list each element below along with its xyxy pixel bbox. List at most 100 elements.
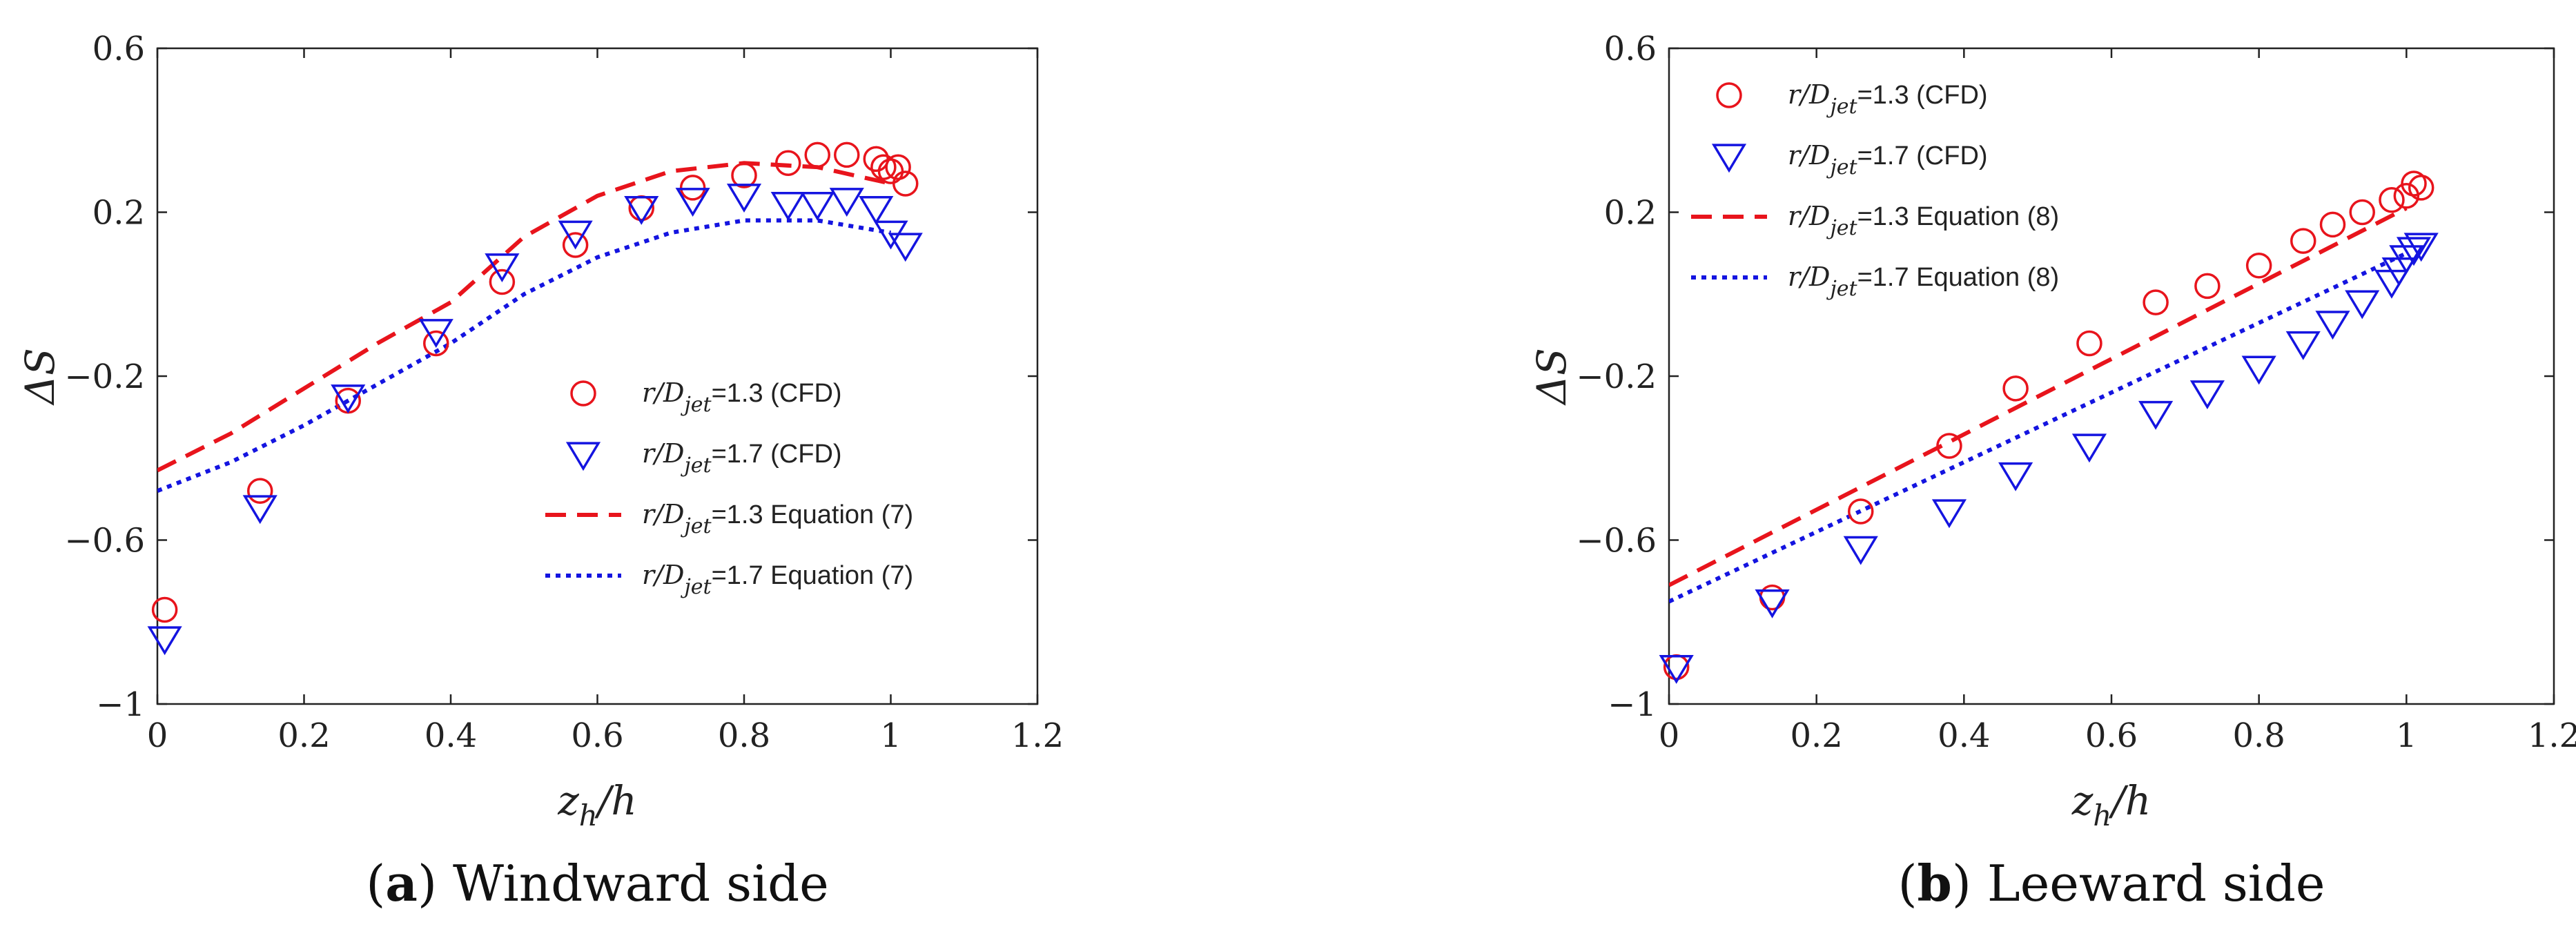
x-tick-label: 0.2: [277, 716, 330, 755]
y-tick-label: 0.6: [1604, 30, 1657, 68]
data-point-s1-9: [770, 192, 806, 221]
legend-label-pre: r/D: [642, 438, 684, 469]
data-point-s1-5: [558, 220, 593, 250]
legend-label-post: =1.3 Equation (8): [1857, 202, 2060, 231]
data-point-s0-10: [2319, 211, 2346, 238]
data-point-s0-10: [804, 141, 830, 168]
data-point-s1-6: [624, 195, 659, 225]
data-point-s1-15: [2396, 237, 2432, 266]
data-point-s1-0: [1659, 654, 1694, 684]
legend-label-sub: jet: [680, 453, 712, 478]
caption-letter: b: [1918, 854, 1952, 912]
x-tick-label: 0.6: [2085, 716, 2138, 755]
plot-area: [156, 47, 1039, 705]
data-point-s0-8: [731, 162, 757, 188]
legend-label-post: =1.7 Equation (7): [712, 561, 914, 590]
data-point-s1-7: [675, 188, 710, 217]
legend-label-post: =1.3 (CFD): [712, 379, 842, 408]
data-point-s1-9: [2285, 331, 2321, 360]
caption-open: (: [366, 854, 385, 912]
legend-label-sub: jet: [680, 575, 712, 599]
data-point-s1-6: [2138, 400, 2174, 430]
y-axis-label: ΔS: [1528, 348, 1575, 406]
legend-label-3: r/Djet=1.7 Equation (8): [1788, 262, 2059, 301]
y-tick-label: 0.6: [92, 30, 145, 68]
x-tick-label: 0.8: [2232, 716, 2285, 755]
data-point-s0-3: [423, 330, 449, 357]
x-tick-label: 1: [880, 716, 901, 755]
x-axis-label-main: z: [2071, 777, 2094, 824]
data-point-s1-2: [331, 384, 366, 413]
legend-label-sub: jet: [1826, 277, 1857, 301]
series-line-3: [157, 218, 891, 493]
panel-caption: (b) Leeward side: [1897, 854, 2325, 912]
caption-close: ): [418, 854, 453, 912]
data-point-s0-0: [151, 596, 178, 623]
data-point-s0-7: [679, 175, 706, 201]
legend-label-sub: jet: [1826, 155, 1857, 179]
data-point-s1-12: [2374, 269, 2410, 299]
data-point-s0-8: [2245, 252, 2272, 279]
data-point-s0-6: [2143, 289, 2169, 315]
data-point-s0-15: [2408, 175, 2434, 201]
data-point-s0-4: [489, 268, 516, 295]
x-axis-label-sub: h: [579, 799, 598, 832]
data-point-s1-3: [1931, 499, 1967, 529]
x-tick-label: 1.2: [1011, 716, 1064, 755]
legend-label-0: r/Djet=1.3 (CFD): [642, 378, 842, 417]
data-point-s1-5: [2071, 433, 2107, 463]
data-point-s1-11: [829, 188, 864, 217]
data-point-s1-4: [1998, 462, 2033, 491]
legend-marker-1: [1711, 144, 1747, 173]
x-tick-label: 0.4: [1938, 716, 1990, 755]
data-point-s0-11: [2349, 199, 2375, 226]
data-point-s0-3: [1936, 433, 1962, 459]
data-point-s1-11: [2345, 290, 2380, 320]
legend-label-pre: r/D: [1788, 262, 1830, 292]
data-point-s0-15: [885, 154, 911, 180]
legend-label-2: r/Djet=1.3 Equation (8): [1788, 201, 2059, 240]
data-point-s1-16: [2403, 233, 2439, 262]
data-point-s1-10: [2315, 311, 2350, 340]
y-tick-label: 0.2: [1604, 194, 1657, 233]
legend-label-1: r/Djet=1.7 (CFD): [642, 438, 842, 478]
data-point-s0-5: [2076, 330, 2102, 357]
y-tick-label: −0.2: [64, 358, 145, 396]
y-tick-label: −1: [1608, 685, 1657, 724]
caption-close: ): [1952, 854, 1987, 912]
data-point-s1-3: [418, 319, 453, 348]
data-point-s0-12: [2379, 186, 2405, 213]
series-line-3: [1669, 251, 2408, 604]
x-tick-label: 0.6: [571, 716, 623, 755]
y-tick-label: −0.6: [64, 522, 145, 560]
x-tick-label: 0.2: [1790, 716, 1842, 755]
data-point-s0-7: [2194, 273, 2221, 300]
data-point-s0-5: [562, 232, 589, 258]
x-tick-label: 1.2: [2528, 716, 2576, 755]
data-point-s0-4: [2002, 375, 2029, 402]
data-point-s0-16: [892, 170, 919, 197]
caption-text: Leeward side: [1987, 854, 2325, 912]
legend-label-2: r/Djet=1.3 Equation (7): [642, 499, 913, 538]
data-point-s0-13: [2393, 183, 2420, 209]
y-tick-label: −0.2: [1576, 358, 1657, 396]
data-point-s1-8: [726, 184, 762, 213]
data-point-s1-14: [888, 233, 923, 262]
x-tick-label: 0: [147, 716, 168, 755]
data-point-s0-9: [775, 150, 801, 176]
y-tick-label: −1: [96, 685, 145, 724]
legend-label-pre: r/D: [642, 499, 684, 529]
legend-marker-0: [1716, 82, 1742, 108]
data-point-s1-7: [2189, 380, 2225, 410]
x-axis-label-tail: /h: [594, 777, 637, 824]
data-point-s1-8: [2241, 355, 2276, 385]
caption-open: (: [1897, 854, 1917, 912]
series-line-2: [157, 161, 892, 473]
x-axis-label-sub: h: [2093, 799, 2111, 832]
data-point-s1-4: [485, 253, 520, 282]
caption-letter: a: [385, 854, 418, 912]
legend-label-pre: r/D: [1788, 201, 1830, 231]
data-point-s1-2: [1843, 536, 1878, 565]
legend-label-post: =1.3 (CFD): [1857, 81, 1988, 110]
x-tick-label: 0.8: [718, 716, 770, 755]
